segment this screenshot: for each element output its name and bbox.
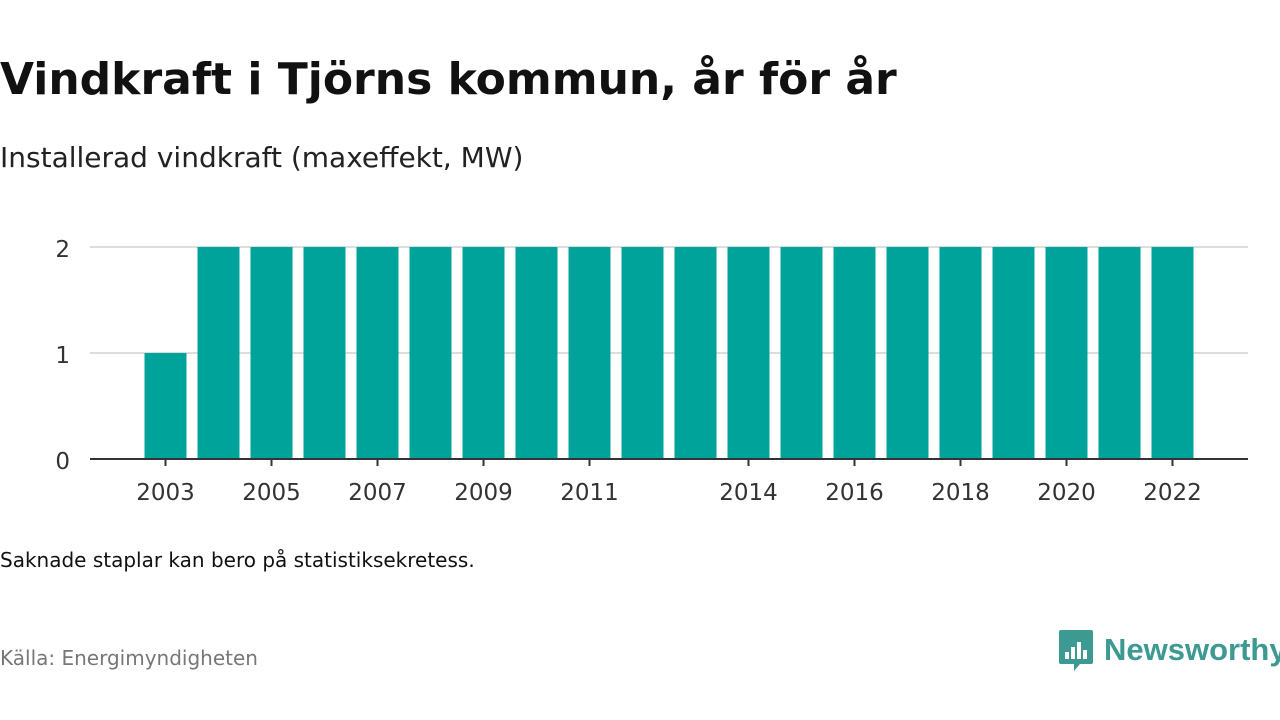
brand-name: Newsworthy bbox=[1104, 632, 1280, 667]
footnote: Saknade staplar kan bero på statistiksek… bbox=[0, 548, 475, 572]
bar-2019 bbox=[992, 247, 1035, 459]
bar-2014 bbox=[727, 247, 770, 459]
bar-2015 bbox=[780, 247, 823, 459]
bar-2007 bbox=[356, 247, 399, 459]
bar-2010 bbox=[515, 247, 558, 459]
bar-2003 bbox=[144, 353, 187, 459]
y-tick-label: 0 bbox=[55, 449, 70, 475]
bar-2022 bbox=[1151, 247, 1194, 459]
y-tick-label: 1 bbox=[55, 343, 70, 369]
y-tick-labels: 0 1 2 bbox=[55, 237, 70, 475]
bar-2016 bbox=[833, 247, 876, 459]
axes bbox=[90, 458, 1248, 466]
bar-2012 bbox=[621, 247, 664, 459]
bar-2006 bbox=[303, 247, 346, 459]
x-tick-label: 2016 bbox=[825, 480, 884, 506]
chart-title: Vindkraft i Tjörns kommun, år för år bbox=[0, 54, 897, 105]
bar-2013 bbox=[674, 247, 717, 459]
bar-2011 bbox=[568, 247, 611, 459]
bar-2020 bbox=[1045, 247, 1088, 459]
x-tick-label: 2009 bbox=[454, 480, 513, 506]
bar-2021 bbox=[1098, 247, 1141, 459]
x-tick-label: 2018 bbox=[931, 480, 990, 506]
bar-2008 bbox=[409, 247, 452, 459]
x-tick-label: 2003 bbox=[136, 480, 195, 506]
source-credit: Källa: Energimyndigheten bbox=[0, 646, 258, 670]
bar-2009 bbox=[462, 247, 505, 459]
bar-2017 bbox=[886, 247, 929, 459]
chart-subtitle: Installerad vindkraft (maxeffekt, MW) bbox=[0, 141, 524, 174]
x-tick-label: 2011 bbox=[560, 480, 619, 506]
bar-2018 bbox=[939, 247, 982, 459]
bar-2005 bbox=[250, 247, 293, 459]
x-tick-label: 2007 bbox=[348, 480, 407, 506]
x-tick-label: 2005 bbox=[242, 480, 301, 506]
bar-2004 bbox=[197, 247, 240, 459]
x-tick-labels: 2003 2005 2007 2009 2011 2014 2016 2018 2020 2022 bbox=[136, 480, 1202, 506]
y-tick-label: 2 bbox=[55, 237, 70, 263]
bar-chart: 0 1 2 2003 2005 2007 2009 2011 2014 2016 2018 2020… bbox=[55, 237, 1248, 506]
x-tick-label: 2022 bbox=[1143, 480, 1202, 506]
x-tick-label: 2014 bbox=[719, 480, 778, 506]
x-tick-label: 2020 bbox=[1037, 480, 1096, 506]
newsworthy-logo: Newsworthy bbox=[1058, 627, 1280, 673]
bar-chart-speech-bubble-icon bbox=[1059, 630, 1093, 671]
bars bbox=[144, 247, 1194, 459]
